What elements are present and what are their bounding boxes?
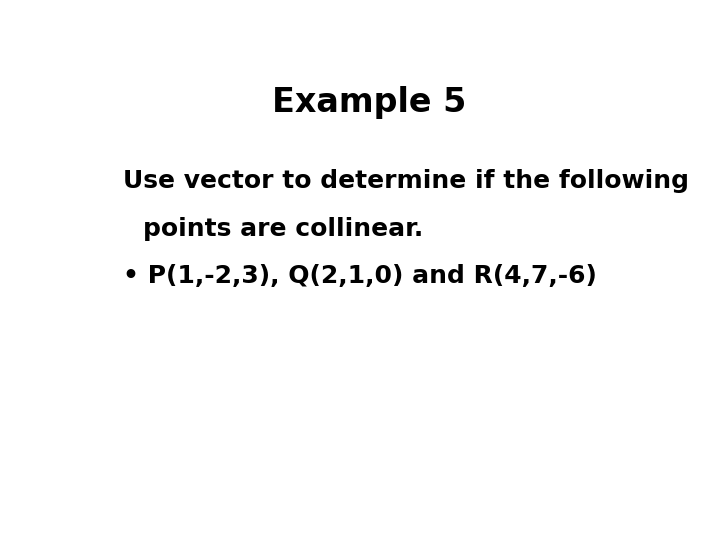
- Text: Example 5: Example 5: [272, 85, 466, 119]
- Text: • P(1,-2,3), Q(2,1,0) and R(4,7,-6): • P(1,-2,3), Q(2,1,0) and R(4,7,-6): [124, 265, 598, 288]
- Text: Use vector to determine if the following: Use vector to determine if the following: [124, 168, 690, 193]
- Text: points are collinear.: points are collinear.: [143, 217, 423, 240]
